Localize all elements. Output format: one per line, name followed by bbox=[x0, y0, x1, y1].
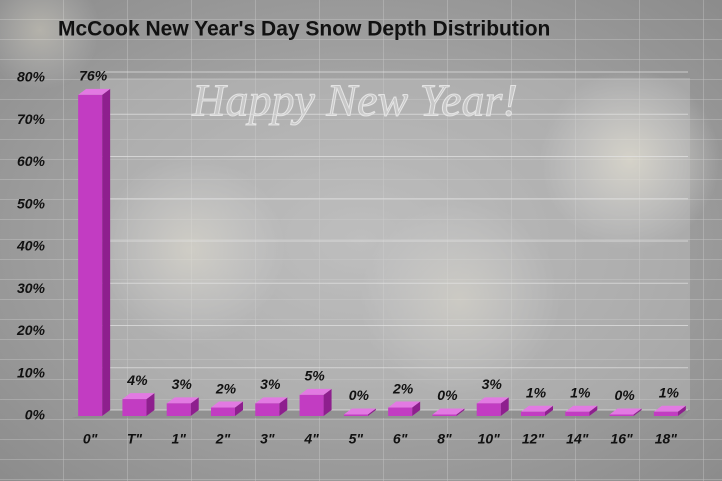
y-tick-label: 50% bbox=[17, 195, 46, 211]
bar-side bbox=[633, 408, 642, 416]
x-tick-label: 0" bbox=[83, 431, 98, 447]
bar bbox=[343, 414, 368, 416]
x-tick-label: 10" bbox=[478, 431, 501, 447]
value-label: 3% bbox=[172, 376, 193, 392]
x-tick-label: 16" bbox=[610, 431, 633, 447]
x-tick-label: 3" bbox=[260, 431, 275, 447]
y-tick-label: 0% bbox=[25, 407, 46, 423]
bar bbox=[255, 403, 280, 416]
bar bbox=[299, 394, 324, 416]
watermark: Happy New Year! bbox=[191, 75, 517, 126]
bar bbox=[432, 414, 457, 416]
bar-top bbox=[476, 397, 509, 404]
value-label: 5% bbox=[304, 368, 325, 384]
value-label: 3% bbox=[482, 376, 503, 392]
bar bbox=[166, 403, 191, 416]
value-label: 1% bbox=[570, 384, 591, 400]
x-tick-label: 14" bbox=[566, 431, 589, 447]
firework bbox=[360, 200, 560, 400]
bar-top bbox=[255, 397, 288, 404]
x-tick-label: 8" bbox=[437, 431, 452, 447]
bar-side bbox=[323, 388, 332, 416]
bar-side bbox=[146, 393, 155, 416]
bar-top bbox=[388, 401, 421, 408]
firework bbox=[0, 0, 100, 90]
bar-top bbox=[343, 408, 376, 415]
bar bbox=[521, 411, 545, 416]
bar-side bbox=[589, 405, 598, 416]
y-tick-label: 40% bbox=[16, 238, 46, 254]
bar bbox=[388, 407, 413, 416]
x-tick-label: 1" bbox=[171, 431, 186, 447]
y-tick-label: 10% bbox=[17, 364, 46, 380]
x-tick-label: 2" bbox=[215, 431, 231, 447]
bar-top bbox=[299, 388, 332, 395]
x-tick-label: 6" bbox=[393, 431, 408, 447]
x-tick-label: 12" bbox=[522, 431, 545, 447]
x-tick-label: 5" bbox=[349, 431, 364, 447]
bar-top bbox=[166, 397, 199, 404]
bar-top bbox=[432, 408, 465, 415]
bar-side bbox=[677, 405, 686, 416]
firework bbox=[95, 155, 285, 345]
value-label: 4% bbox=[126, 372, 148, 388]
value-label: 3% bbox=[260, 376, 281, 392]
value-label: 1% bbox=[659, 384, 680, 400]
value-label: 0% bbox=[437, 387, 458, 403]
bar-top bbox=[122, 393, 155, 400]
y-tick-label: 60% bbox=[17, 153, 46, 169]
y-tick-label: 70% bbox=[17, 111, 46, 127]
firework bbox=[540, 70, 720, 250]
bar-side bbox=[279, 397, 288, 416]
bar-side bbox=[102, 88, 111, 417]
bar-top bbox=[565, 405, 598, 412]
y-tick-label: 30% bbox=[17, 280, 46, 296]
value-label: 1% bbox=[526, 384, 547, 400]
bar-top bbox=[521, 405, 553, 412]
chart-title: McCook New Year's Day Snow Depth Distrib… bbox=[58, 18, 550, 41]
bar-side bbox=[235, 401, 243, 416]
bar bbox=[211, 407, 235, 416]
bar-top bbox=[609, 408, 642, 415]
y-tick-label: 20% bbox=[16, 322, 46, 338]
bar bbox=[78, 94, 103, 417]
bar bbox=[476, 403, 501, 416]
bar bbox=[565, 411, 590, 416]
bar bbox=[122, 399, 147, 416]
bar-top bbox=[78, 88, 111, 95]
bar-side bbox=[545, 405, 553, 416]
bar-side bbox=[456, 408, 465, 416]
value-label: 0% bbox=[614, 387, 635, 403]
bar bbox=[653, 411, 678, 416]
value-label: 2% bbox=[215, 380, 237, 396]
bar bbox=[609, 414, 634, 416]
value-label: 0% bbox=[349, 387, 370, 403]
y-tick-label: 80% bbox=[17, 69, 46, 85]
x-tick-label: 18" bbox=[655, 431, 678, 447]
bar-side bbox=[500, 397, 509, 416]
x-tick-label: 4" bbox=[303, 431, 319, 447]
bar-top bbox=[211, 401, 243, 408]
value-label: 76% bbox=[79, 68, 108, 84]
bar-side bbox=[367, 408, 376, 416]
back-wall bbox=[100, 78, 690, 410]
value-label: 2% bbox=[392, 380, 414, 396]
bar-side bbox=[412, 401, 421, 416]
bar-top bbox=[653, 405, 686, 412]
bar-side bbox=[190, 397, 199, 416]
x-tick-label: T" bbox=[127, 431, 143, 447]
floor bbox=[72, 410, 690, 418]
